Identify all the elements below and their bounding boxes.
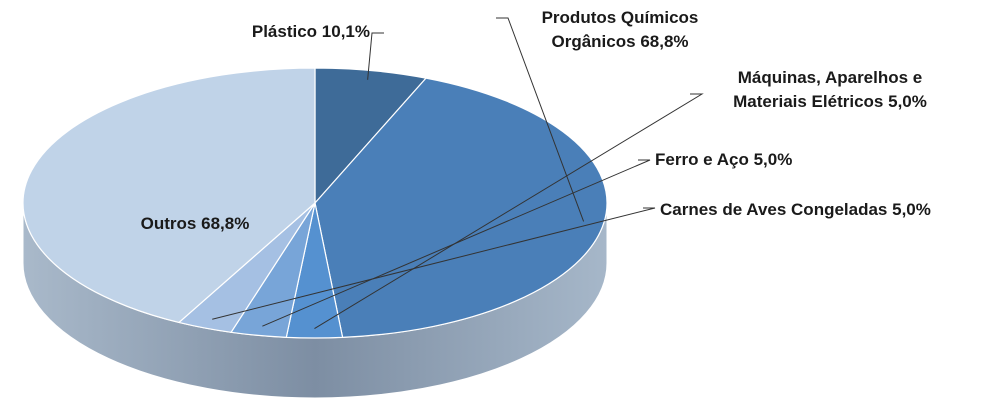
leader-line (367, 32, 384, 80)
slice-label: Máquinas, Aparelhos e Materiais Elétrico… (700, 66, 960, 114)
slice-label: Carnes de Aves Congeladas 5,0% (660, 198, 990, 222)
category-name: Outros (140, 214, 197, 233)
slice-label: Produtos Químicos Orgânicos 68,8% (500, 6, 740, 54)
category-name: Plástico (251, 22, 318, 41)
pie-slice (22, 67, 316, 324)
slice-label: Outros 68,8% (110, 212, 280, 236)
category-name: Máquinas, Aparelhos e Materiais Elétrico… (733, 68, 923, 111)
leader-line (212, 207, 656, 320)
value-label: 5,0% (888, 92, 927, 111)
value-label: 10,1% (321, 22, 370, 41)
category-name: Ferro e Aço (655, 150, 749, 169)
category-name: Produtos Químicos Orgânicos (541, 8, 699, 51)
slice-label: Plástico 10,1% (210, 20, 370, 44)
value-label: 5,0% (892, 200, 931, 219)
value-label: 5,0% (753, 150, 793, 169)
slice-label: Ferro e Aço 5,0% (655, 148, 855, 172)
leader-line (314, 93, 704, 329)
leader-line (262, 159, 651, 327)
value-label: 68,8% (201, 214, 250, 233)
leader-line (496, 17, 585, 222)
value-label: 68,8% (640, 32, 689, 51)
category-name: Carnes de Aves Congeladas (660, 200, 888, 219)
